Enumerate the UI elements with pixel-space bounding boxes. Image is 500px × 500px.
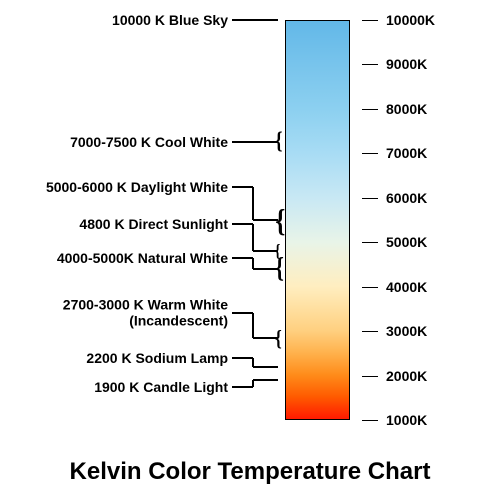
scale-tick (362, 242, 378, 243)
scale-label: 7000K (386, 145, 427, 161)
temp-label: 7000-7500 K Cool White (70, 134, 228, 150)
brace-icon: { (275, 209, 285, 231)
temp-label: 4000-5000K Natural White (57, 250, 228, 266)
leader-line (253, 366, 278, 368)
leader-line (232, 357, 253, 359)
kelvin-chart: 10000K 9000K 8000K 7000K 6000K 5000K 4000K 3000… (0, 0, 500, 440)
scale-label: 6000K (386, 190, 427, 206)
scale-label: 9000K (386, 56, 427, 72)
leader-line (232, 186, 253, 188)
temp-label: 5000-6000 K Daylight White (46, 179, 228, 195)
leader-line (252, 187, 254, 220)
leader-line (232, 141, 253, 143)
scale-label: 8000K (386, 101, 427, 117)
brace-icon: { (275, 330, 282, 345)
brace-icon: { (275, 259, 284, 279)
scale-label: 5000K (386, 234, 427, 250)
leader-line (253, 219, 278, 221)
leader-line (252, 224, 254, 251)
scale-tick (362, 331, 378, 332)
leader-line (252, 313, 254, 337)
scale-tick (362, 420, 378, 421)
scale-label: 10000K (386, 12, 435, 28)
scale-tick (362, 376, 378, 377)
leader-line (232, 312, 253, 314)
scale-label: 3000K (386, 323, 427, 339)
leader-line (232, 223, 253, 225)
scale-tick (362, 64, 378, 65)
leader-line (253, 19, 278, 21)
scale-tick (362, 287, 378, 288)
gradient-bar (285, 20, 350, 420)
scale-tick (362, 109, 378, 110)
scale-label: 2000K (386, 368, 427, 384)
leader-line (232, 386, 253, 388)
temp-label: 10000 K Blue Sky (112, 12, 228, 28)
leader-line (253, 379, 278, 381)
scale-tick (362, 198, 378, 199)
scale-tick (362, 20, 378, 21)
temp-label: 2200 K Sodium Lamp (86, 350, 228, 366)
temp-label: 4800 K Direct Sunlight (79, 216, 228, 232)
scale-label: 4000K (386, 279, 427, 295)
leader-line (232, 19, 253, 21)
brace-icon: { (275, 134, 283, 151)
temp-label: 2700-3000 K Warm White(Incandescent) (63, 298, 228, 329)
leader-line (232, 257, 253, 259)
temp-label: 1900 K Candle Light (94, 379, 228, 395)
chart-title: Kelvin Color Temperature Chart (0, 458, 500, 486)
scale-label: 1000K (386, 412, 427, 428)
scale-tick (362, 153, 378, 154)
